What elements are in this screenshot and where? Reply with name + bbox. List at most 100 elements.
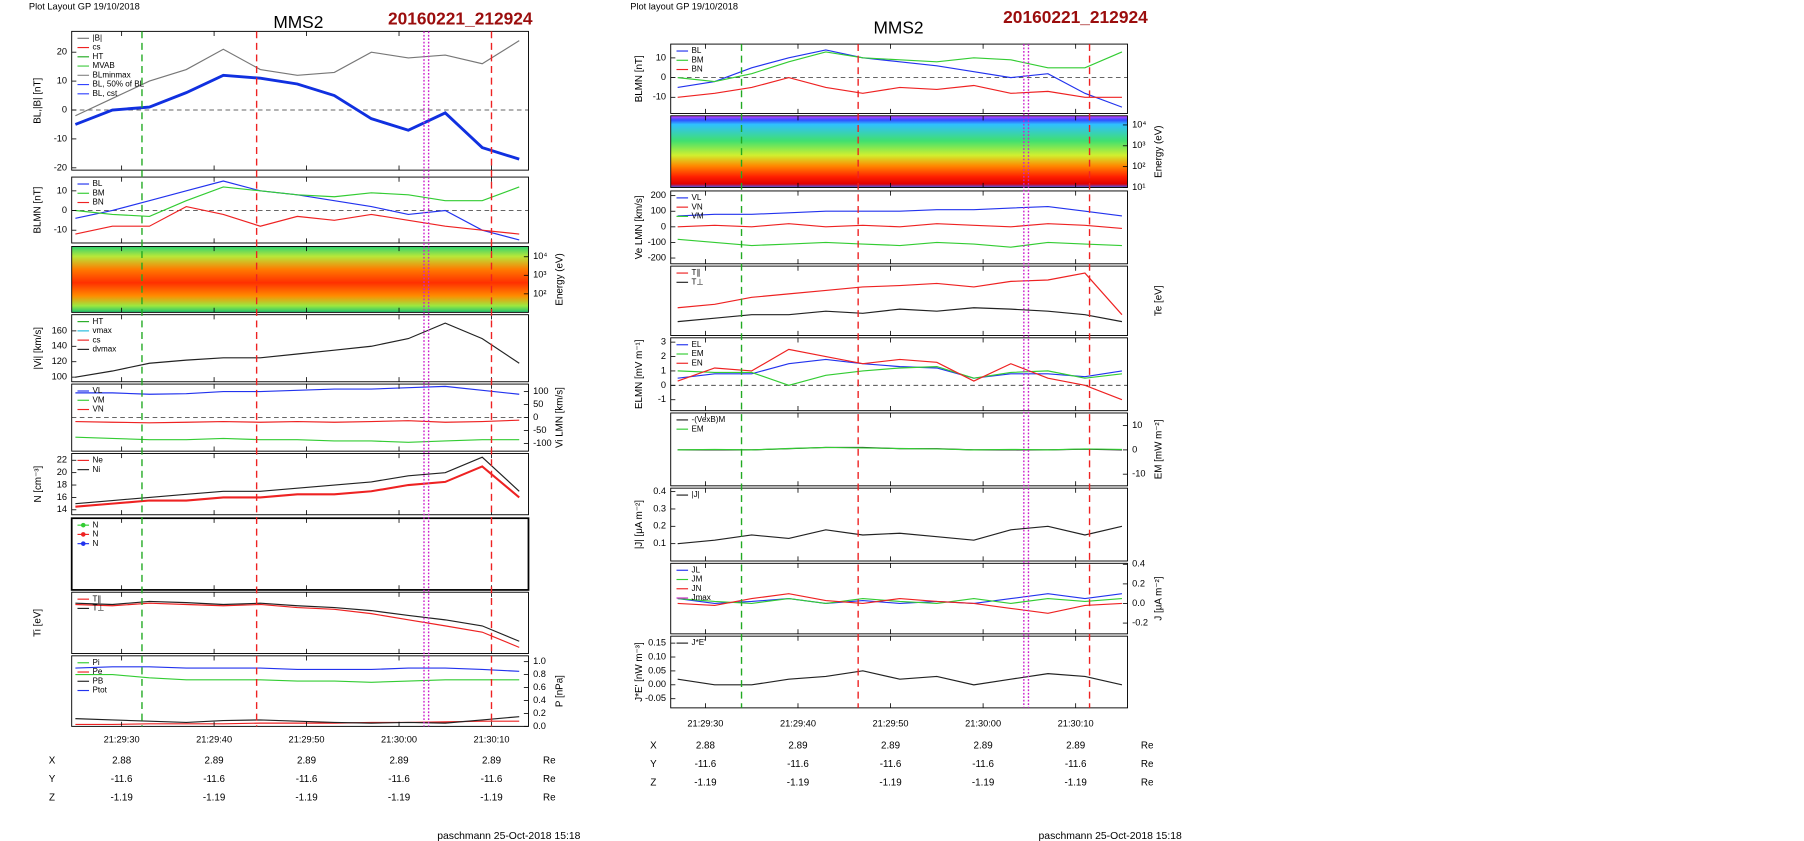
y-tick-label: 0.4: [1132, 559, 1145, 569]
y-tick-label: 1: [661, 365, 666, 375]
position-value: 2.89: [389, 756, 408, 767]
y-tick-label: 10³: [1132, 140, 1145, 150]
y-axis-label: BL,|B| [nT]: [33, 77, 44, 123]
legend-entry: Ptot: [93, 686, 108, 695]
y-tick-label: 0: [661, 380, 666, 390]
y-tick-label: -10: [653, 92, 666, 102]
spectrogram: [71, 246, 529, 313]
data-line: [75, 602, 520, 648]
y-tick-label: 10: [57, 76, 67, 86]
y-tick-label: -1: [658, 394, 666, 404]
position-value: -1.19: [972, 778, 994, 789]
panel: J*E' -0.05 0.00 0.05 0.10 0.15J*E' [nW m⁻³]: [634, 635, 1128, 709]
y-tick-label: -200: [648, 252, 667, 262]
footer: paschmann 25-Oct-2018 15:18: [1039, 831, 1182, 841]
y-tick-label: 120: [52, 356, 67, 366]
data-line: [677, 307, 1123, 323]
legend-entry: JN: [692, 584, 702, 593]
y-tick-label: 14: [57, 504, 67, 514]
position-value: -1.19: [1064, 778, 1086, 789]
data-line: [75, 716, 520, 724]
x-tick-label: 21:30:10: [473, 735, 509, 745]
legend-entry-marker: [80, 541, 86, 546]
y-axis-label: J*E' [nW m⁻³]: [634, 642, 645, 702]
data-line: [677, 223, 1122, 229]
y-tick-label: 20: [57, 47, 67, 57]
y-tick-label: -10: [1132, 469, 1145, 479]
data-line: [75, 600, 520, 642]
panel: T∥T⊥ Te [eV]: [670, 265, 1164, 336]
legend-entry: EM: [692, 424, 704, 433]
position-value: 2.89: [297, 756, 316, 767]
legend-entry: T⊥: [692, 277, 704, 286]
position-value: -1.19: [110, 793, 132, 804]
position-unit: Re: [543, 756, 556, 767]
legend-entry: T∥: [93, 594, 102, 603]
position-value: -11.6: [481, 774, 503, 785]
position-row-label: Z: [650, 778, 656, 789]
panel-frame: [670, 43, 1128, 114]
position-value: -11.6: [296, 774, 318, 785]
y-axis-label: Te [eV]: [1153, 285, 1164, 316]
legend-entry-marker: [80, 532, 86, 537]
y-tick-label: 0.0: [1132, 598, 1145, 608]
y-axis-label: J [μA m⁻²]: [1153, 576, 1164, 620]
legend-entry: Ni: [93, 465, 101, 474]
position-value: 2.89: [881, 741, 900, 752]
panel-frame: [670, 115, 1128, 188]
y-tick-label: 10⁴: [533, 251, 547, 261]
y-tick-label: 0.2: [653, 521, 666, 531]
y-tick-label: 10: [57, 185, 67, 195]
y-tick-label: 0.00: [648, 679, 666, 689]
spectrogram: [670, 115, 1128, 188]
y-tick-label: 50: [533, 399, 543, 409]
y-tick-label: 0.3: [653, 503, 666, 513]
data-line: [677, 670, 1123, 686]
data-line: [677, 348, 1123, 401]
x-tick-label: 21:29:50: [873, 718, 909, 728]
y-tick-label: 160: [52, 325, 67, 335]
position-value: -11.6: [880, 759, 902, 770]
data-line: [75, 385, 520, 395]
position-value: 2.89: [205, 756, 224, 767]
legend-entry: N: [93, 539, 99, 548]
panel: 10¹ 10² 10³ 10⁴ Energy (eV): [670, 115, 1164, 192]
legend-entry: BLminmax: [93, 70, 131, 79]
legend-entry-marker: [80, 522, 86, 528]
legend-entry: Ne: [93, 456, 104, 465]
panel-frame: [670, 412, 1128, 487]
legend-entry: JM: [692, 575, 703, 584]
legend-entry: N: [93, 520, 99, 529]
legend-entry: |J|: [692, 490, 700, 499]
y-axis-label: Vi LMN [km/s]: [554, 387, 565, 448]
position-value: 2.88: [696, 741, 716, 752]
y-tick-label: 0.10: [648, 651, 666, 661]
data-line: [677, 366, 1123, 386]
data-line: [75, 666, 520, 672]
panel: NNN: [70, 517, 530, 591]
y-tick-label: -10: [54, 133, 67, 143]
legend-entry: cs: [93, 43, 101, 52]
panel-frame: [670, 190, 1128, 265]
y-tick-label: 10: [1132, 420, 1142, 430]
y-axis-label: |Vi| [km/s]: [33, 327, 44, 370]
legend-entry: VM: [692, 212, 704, 221]
data-line: [75, 720, 520, 725]
data-line: [75, 40, 520, 117]
y-tick-label: 1.0: [533, 656, 546, 666]
legend-entry: HT: [93, 52, 104, 61]
position-value: 2.89: [482, 756, 501, 767]
y-tick-label: 10: [656, 52, 666, 62]
y-tick-label: 0.4: [653, 486, 666, 496]
position-value: -1.19: [879, 778, 901, 789]
data-line: [75, 419, 520, 424]
plot-header: Plot Layout GP 19/10/2018: [29, 2, 140, 12]
data-line: [75, 205, 520, 235]
y-tick-label: -20: [54, 162, 67, 172]
panel: |J| 0.1 0.2 0.3 0.4 |J| [μA m⁻²]: [634, 486, 1128, 562]
